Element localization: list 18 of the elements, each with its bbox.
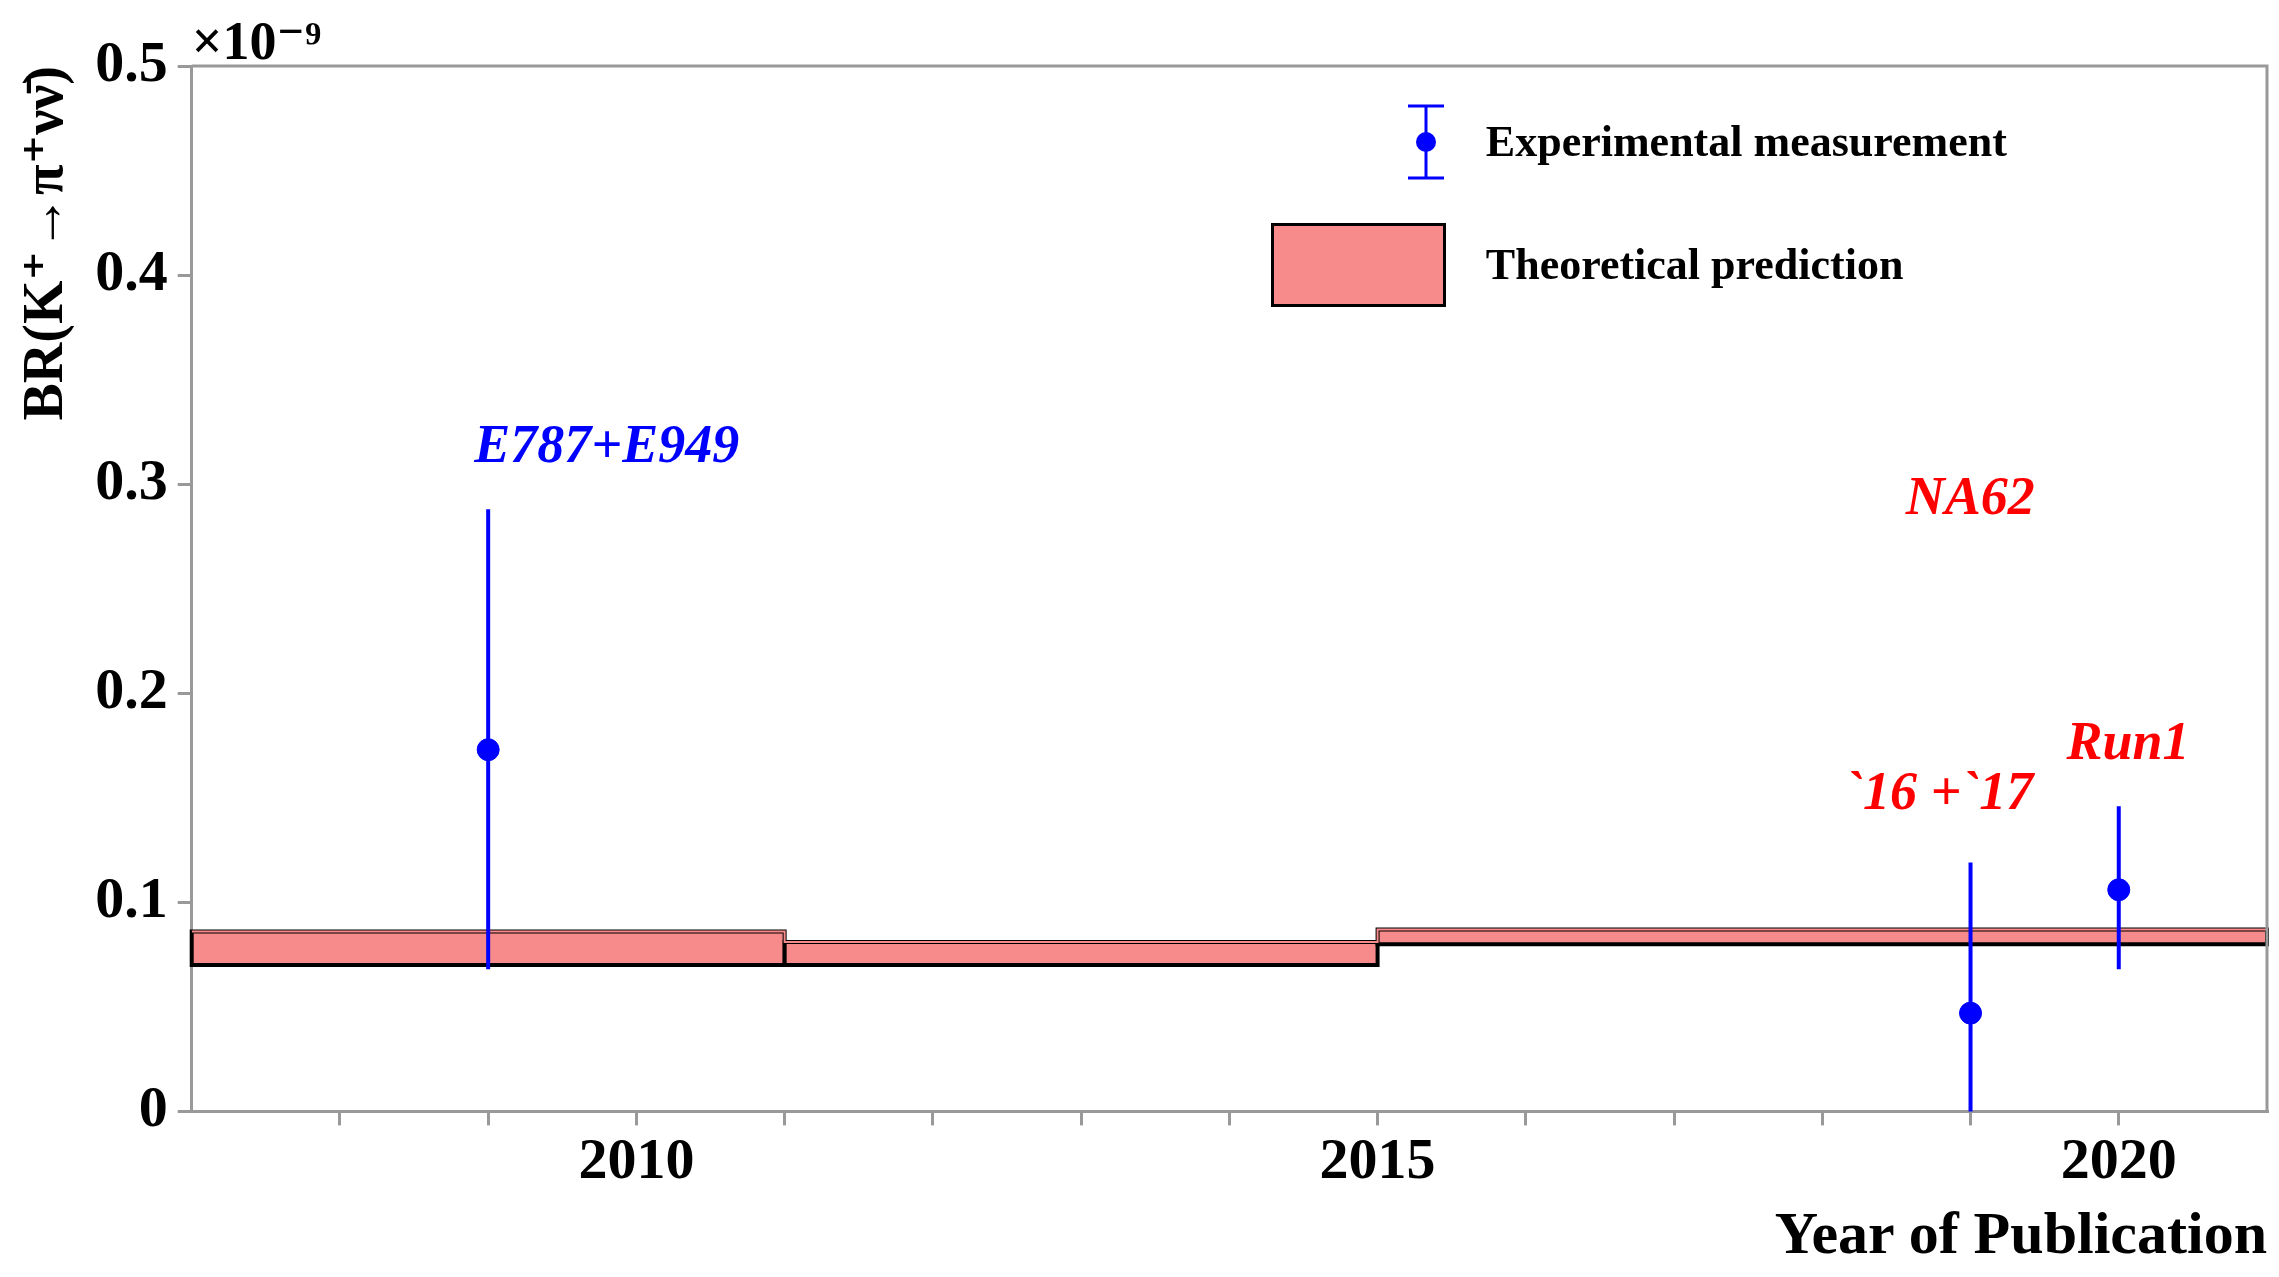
legend-label: Experimental measurement: [1485, 116, 2007, 167]
annotation: ×10⁻⁹: [191, 10, 322, 71]
y-tick-label: 0.2: [95, 656, 168, 722]
y-tick-label: 0.5: [95, 28, 168, 94]
annotation: `16 +`17: [1844, 760, 2036, 821]
x-tick-label: 2010: [578, 1126, 695, 1192]
y-axis-title: BR(K⁺→π⁺νν̄): [12, 66, 76, 421]
y-tick-label: 0: [138, 1074, 168, 1140]
x-tick-label: 2015: [1319, 1126, 1436, 1192]
y-tick-label: 0.1: [95, 865, 168, 931]
annotation: E787+E949: [473, 413, 740, 474]
y-tick-label: 0.3: [95, 447, 168, 513]
y-tick-label: 0.4: [95, 238, 168, 304]
legend-label: Theoretical prediction: [1485, 239, 1904, 290]
x-tick-label: 2020: [2060, 1126, 2177, 1192]
annotation: NA62: [1904, 465, 2035, 526]
x-axis-title: Year of Publication: [1774, 1199, 2267, 1266]
annotation: Run1: [2065, 711, 2190, 772]
